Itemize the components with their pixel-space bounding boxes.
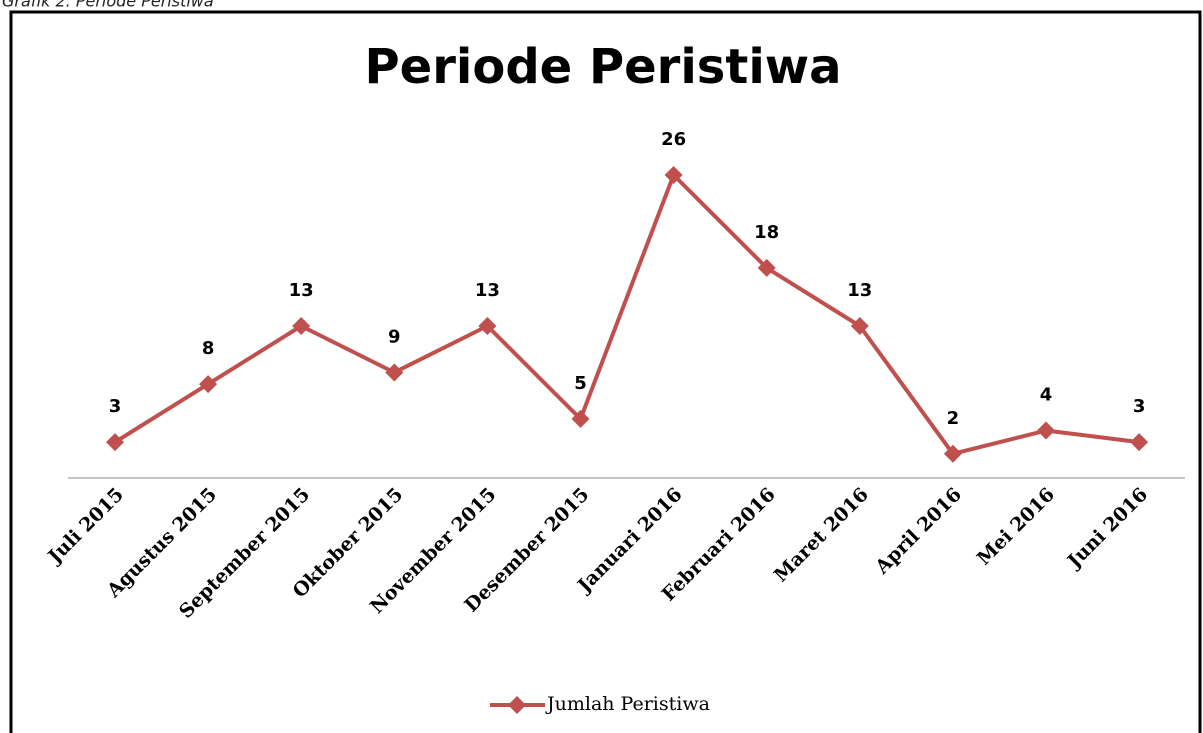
point bbox=[199, 375, 218, 394]
data-label: 2 bbox=[947, 408, 960, 429]
data-label: 9 bbox=[388, 326, 401, 347]
legend-marker bbox=[508, 696, 526, 714]
data-label: 26 bbox=[661, 129, 686, 150]
x-tick-label: April 2016 bbox=[871, 484, 966, 579]
data-label: 13 bbox=[289, 280, 314, 301]
data-label: 3 bbox=[109, 396, 122, 417]
point bbox=[757, 258, 776, 277]
point bbox=[1130, 433, 1149, 452]
data-label: 13 bbox=[847, 280, 872, 301]
data-label: 3 bbox=[1133, 396, 1146, 417]
data-label: 5 bbox=[574, 373, 587, 394]
point bbox=[664, 166, 683, 184]
series-line bbox=[113, 173, 1140, 456]
point bbox=[106, 433, 124, 452]
data-label: 13 bbox=[475, 280, 500, 301]
point bbox=[571, 409, 590, 428]
data-label: 18 bbox=[754, 222, 779, 243]
point bbox=[385, 363, 404, 382]
data-label: 4 bbox=[1040, 385, 1053, 406]
point bbox=[292, 317, 311, 335]
point bbox=[478, 317, 497, 335]
x-tick-label: Juni 2016 bbox=[1062, 484, 1152, 574]
caption: Grafik 2. Periode Peristiwa bbox=[2, 0, 214, 11]
x-tick-label: Juli 2015 bbox=[43, 484, 128, 569]
x-tick-label: Maret 2016 bbox=[770, 484, 873, 587]
data-label: 8 bbox=[202, 338, 215, 359]
legend-label: Jumlah Peristiwa bbox=[545, 693, 710, 715]
frame bbox=[9, 10, 1202, 733]
chart-title: Periode Peristiwa bbox=[364, 39, 841, 95]
point bbox=[1037, 421, 1055, 440]
point bbox=[943, 444, 962, 463]
x-tick-label: Mei 2016 bbox=[973, 484, 1059, 570]
point bbox=[850, 317, 869, 335]
